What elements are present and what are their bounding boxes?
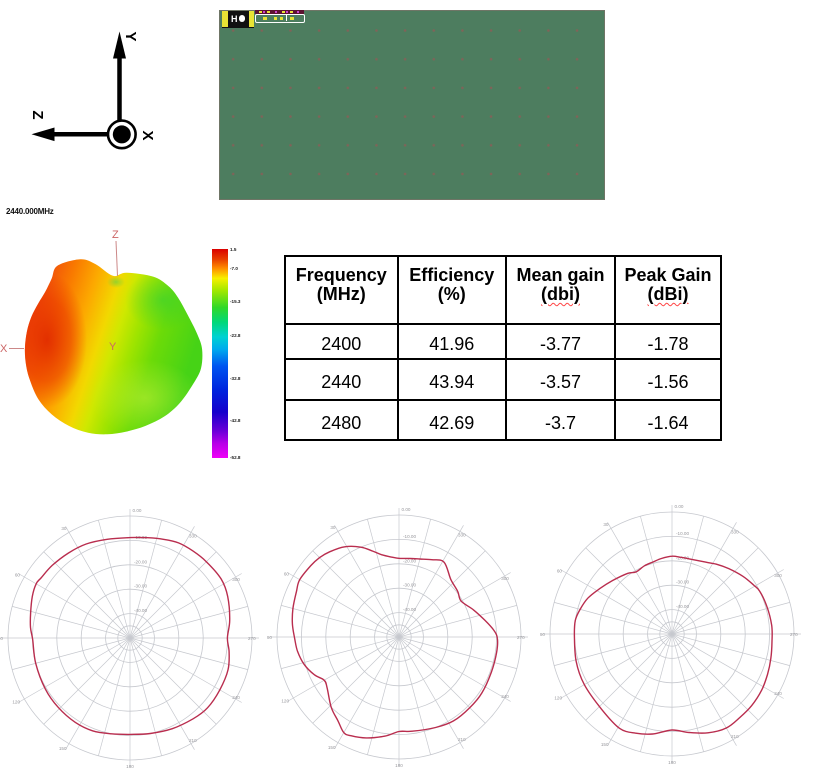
svg-text:90: 90 — [267, 635, 273, 640]
svg-text:120: 120 — [12, 699, 20, 704]
svg-text:300: 300 — [232, 577, 240, 582]
svg-text:180: 180 — [395, 763, 403, 768]
svg-text:90: 90 — [540, 632, 546, 637]
svg-text:60: 60 — [557, 568, 563, 573]
svg-text:-30.00: -30.00 — [134, 584, 147, 589]
svg-text:300: 300 — [501, 576, 509, 581]
svg-text:-10.00: -10.00 — [403, 534, 416, 539]
svg-text:330: 330 — [731, 530, 739, 535]
svg-text:X: X — [139, 130, 156, 140]
svg-text:30: 30 — [330, 525, 336, 530]
svg-text:330: 330 — [189, 534, 197, 539]
svg-text:210: 210 — [731, 734, 739, 739]
svg-text:-30.00: -30.00 — [676, 580, 689, 585]
svg-text:0.00: 0.00 — [133, 508, 142, 513]
svg-text:Z: Z — [112, 229, 119, 241]
svg-text:210: 210 — [189, 738, 197, 743]
svg-text:90: 90 — [0, 636, 3, 641]
svg-text:270: 270 — [248, 636, 256, 641]
svg-text:-30.00: -30.00 — [403, 583, 416, 588]
svg-text:270: 270 — [517, 635, 525, 640]
svg-text:-20.00: -20.00 — [134, 559, 147, 564]
svg-text:Y: Y — [122, 31, 139, 41]
svg-text:210: 210 — [458, 737, 466, 742]
svg-text:60: 60 — [284, 571, 290, 576]
svg-text:270: 270 — [790, 632, 798, 637]
svg-text:-40.00: -40.00 — [134, 608, 147, 613]
svg-text:180: 180 — [668, 760, 676, 765]
svg-text:150: 150 — [59, 746, 67, 751]
svg-text:300: 300 — [774, 573, 782, 578]
svg-text:Y: Y — [109, 341, 117, 353]
svg-text:30: 30 — [61, 526, 67, 531]
svg-text:240: 240 — [774, 691, 782, 696]
svg-text:60: 60 — [15, 572, 21, 577]
svg-text:330: 330 — [458, 533, 466, 538]
svg-text:X: X — [0, 343, 8, 355]
svg-text:0.00: 0.00 — [675, 504, 684, 509]
svg-text:Z: Z — [29, 110, 46, 119]
svg-text:-40.00: -40.00 — [676, 604, 689, 609]
svg-text:-20.00: -20.00 — [403, 558, 416, 563]
svg-text:-10.00: -10.00 — [676, 531, 689, 536]
svg-text:30: 30 — [603, 522, 609, 527]
svg-text:150: 150 — [601, 742, 609, 747]
svg-text:150: 150 — [328, 745, 336, 750]
svg-text:180: 180 — [126, 764, 134, 769]
svg-text:-40.00: -40.00 — [403, 607, 416, 612]
svg-text:240: 240 — [501, 694, 509, 699]
svg-text:120: 120 — [554, 695, 562, 700]
svg-text:240: 240 — [232, 695, 240, 700]
svg-text:120: 120 — [281, 698, 289, 703]
svg-text:0.00: 0.00 — [402, 507, 411, 512]
